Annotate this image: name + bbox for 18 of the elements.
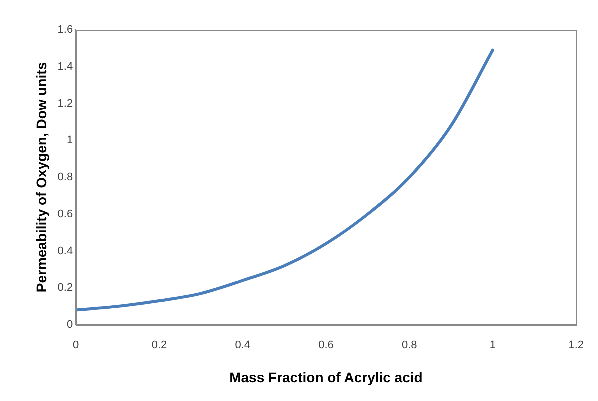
- y-tick-label: 1.4: [58, 60, 74, 73]
- y-tick-label: 0: [66, 319, 74, 332]
- y-axis-title: Permeability of Oxygen, Dow units: [33, 62, 50, 293]
- line-series: [76, 48, 494, 312]
- x-tick-label: 0.2: [152, 340, 168, 352]
- y-tick-label: 1.2: [58, 98, 74, 110]
- y-tick-label: 0.2: [58, 282, 74, 294]
- x-tick-label: 0.6: [318, 340, 334, 352]
- x-tick-label: 0.4: [235, 340, 250, 352]
- x-axis-title: Mass Fraction of Acrylic acid: [230, 369, 423, 386]
- y-tick-label: 1: [66, 134, 74, 147]
- x-tick-label: 1.2: [568, 340, 584, 352]
- y-tick-label: 0.4: [58, 245, 74, 258]
- x-tick-label: 0.8: [402, 340, 418, 352]
- y-tick-label: 1.6: [58, 24, 74, 36]
- y-tick-label: 0.6: [58, 208, 74, 220]
- y-tick-label: 0.8: [58, 172, 74, 184]
- x-tick-label: 1: [490, 340, 496, 352]
